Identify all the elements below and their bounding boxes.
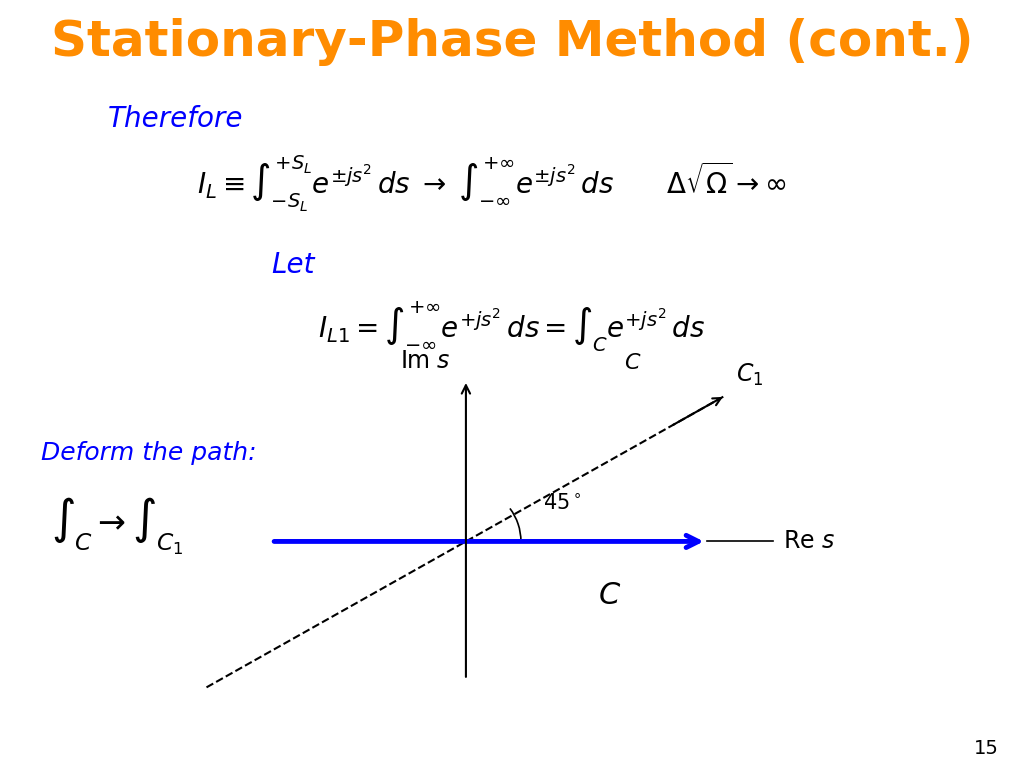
Text: $C_1$: $C_1$ (735, 362, 763, 388)
Text: $I_L \equiv \int_{-S_L}^{+S_L} e^{\pm js^2}\,ds\;\rightarrow\; \int_{-\infty}^{+: $I_L \equiv \int_{-S_L}^{+S_L} e^{\pm js… (197, 154, 786, 214)
Text: $C$: $C$ (624, 353, 642, 373)
Text: $45^\circ$: $45^\circ$ (543, 493, 582, 513)
Text: $\int_C \rightarrow \int_{C_1}$: $\int_C \rightarrow \int_{C_1}$ (51, 495, 183, 557)
Text: Deform the path:: Deform the path: (41, 441, 256, 465)
Text: 15: 15 (974, 740, 998, 758)
Text: Re $s$: Re $s$ (783, 529, 836, 554)
Text: Im $s$: Im $s$ (400, 349, 451, 373)
Text: $I_{L1} = \int_{-\infty}^{+\infty} e^{+js^2}\,ds = \int_C e^{+js^2}\,ds$: $I_{L1} = \int_{-\infty}^{+\infty} e^{+j… (318, 299, 706, 354)
Text: $C$: $C$ (598, 581, 621, 610)
Text: Therefore: Therefore (108, 105, 243, 133)
Text: Stationary-Phase Method (cont.): Stationary-Phase Method (cont.) (51, 18, 973, 66)
Text: Let: Let (271, 251, 314, 279)
